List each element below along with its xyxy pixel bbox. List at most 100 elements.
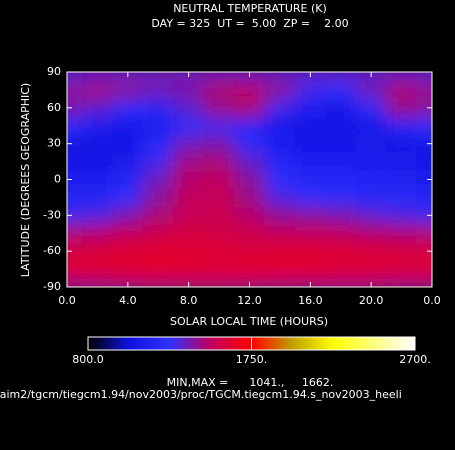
heat-cell bbox=[385, 116, 418, 136]
heat-cell bbox=[325, 98, 357, 118]
y-tick-label: -60 bbox=[43, 244, 61, 257]
heat-cell bbox=[264, 170, 296, 189]
heat-cell bbox=[325, 205, 357, 225]
heat-cell bbox=[385, 170, 418, 189]
x-tick-label: 8.0 bbox=[180, 294, 198, 307]
heat-cell bbox=[142, 170, 174, 189]
heat-cell bbox=[172, 98, 205, 118]
heat-cell bbox=[355, 116, 387, 136]
heat-cell bbox=[203, 259, 235, 279]
heat-cell bbox=[233, 187, 266, 207]
heat-cell bbox=[233, 98, 266, 118]
y-tick-label: -30 bbox=[43, 208, 61, 221]
chart-subtitle: DAY = 325 UT = 5.00 ZP = 2.00 bbox=[151, 17, 348, 30]
heat-cell bbox=[294, 259, 327, 279]
y-axis-label: LATITUDE (DEGREES GEOGRAPHIC) bbox=[19, 83, 32, 277]
heat-cell bbox=[325, 116, 357, 136]
heat-cell bbox=[233, 259, 266, 279]
heat-cell bbox=[142, 80, 174, 100]
heat-cell bbox=[81, 72, 114, 82]
heat-cell bbox=[67, 170, 83, 189]
colorbar-tick-label: 1750. bbox=[236, 353, 268, 366]
x-tick-label: 0.0 bbox=[423, 294, 441, 307]
heat-cell bbox=[112, 205, 144, 225]
heat-cell bbox=[81, 170, 114, 189]
heat-cell bbox=[264, 152, 296, 172]
heat-cell bbox=[172, 205, 205, 225]
heat-cell bbox=[355, 187, 387, 207]
heat-cell bbox=[233, 223, 266, 243]
x-tick-label: 4.0 bbox=[119, 294, 137, 307]
heat-cell bbox=[81, 80, 114, 100]
heat-cell bbox=[264, 259, 296, 279]
heat-cell bbox=[203, 152, 235, 172]
heat-cell bbox=[172, 80, 205, 100]
annotation: MIN,MAX = 1041., 1662. bbox=[167, 376, 334, 389]
heat-cell bbox=[203, 205, 235, 225]
heat-cell bbox=[355, 241, 387, 261]
heat-cell bbox=[264, 241, 296, 261]
heat-cell bbox=[142, 223, 174, 243]
heat-cell bbox=[172, 170, 205, 189]
heat-cell bbox=[416, 116, 432, 136]
heat-cell bbox=[142, 205, 174, 225]
heat-cell bbox=[67, 134, 83, 154]
heat-cell bbox=[172, 152, 205, 172]
heat-cell bbox=[112, 80, 144, 100]
heatmap-cells bbox=[67, 72, 432, 287]
x-tick-label: 20.0 bbox=[359, 294, 384, 307]
heat-cell bbox=[203, 134, 235, 154]
heat-cell bbox=[233, 241, 266, 261]
heat-cell bbox=[203, 170, 235, 189]
heat-cell bbox=[233, 134, 266, 154]
heat-cell bbox=[67, 241, 83, 261]
heat-cell bbox=[385, 72, 418, 82]
chart-title: NEUTRAL TEMPERATURE (K) bbox=[173, 2, 327, 15]
colorbar-tick-label: 2700. bbox=[399, 353, 431, 366]
heat-cell bbox=[264, 277, 296, 287]
heat-cell bbox=[385, 80, 418, 100]
heat-cell bbox=[325, 72, 357, 82]
heat-cell bbox=[355, 152, 387, 172]
colorbar-tick-label: 800.0 bbox=[72, 353, 104, 366]
heat-cell bbox=[112, 241, 144, 261]
heat-cell bbox=[203, 187, 235, 207]
heat-cell bbox=[355, 205, 387, 225]
heat-cell bbox=[294, 98, 327, 118]
heat-cell bbox=[416, 259, 432, 279]
heat-cell bbox=[233, 80, 266, 100]
heat-cell bbox=[264, 72, 296, 82]
heat-cell bbox=[416, 80, 432, 100]
heat-cell bbox=[67, 187, 83, 207]
heat-cell bbox=[385, 187, 418, 207]
heat-cell bbox=[172, 187, 205, 207]
heatmap bbox=[67, 72, 432, 287]
heat-cell bbox=[81, 277, 114, 287]
heat-cell bbox=[172, 241, 205, 261]
heat-cell bbox=[81, 259, 114, 279]
y-tick-label: 30 bbox=[47, 137, 61, 150]
heat-cell bbox=[142, 72, 174, 82]
heat-cell bbox=[416, 152, 432, 172]
heat-cell bbox=[416, 187, 432, 207]
heat-cell bbox=[142, 187, 174, 207]
heat-cell bbox=[172, 223, 205, 243]
heat-cell bbox=[264, 80, 296, 100]
heat-cell bbox=[233, 170, 266, 189]
heat-cell bbox=[294, 241, 327, 261]
heat-cell bbox=[142, 98, 174, 118]
footer-path: /aim2/tgcm/tiegcm1.94/nov2003/proc/TGCM.… bbox=[0, 388, 402, 401]
heat-cell bbox=[203, 277, 235, 287]
heat-cell bbox=[294, 152, 327, 172]
y-tick-label: 90 bbox=[47, 65, 61, 78]
heat-cell bbox=[172, 116, 205, 136]
heat-cell bbox=[112, 98, 144, 118]
heat-cell bbox=[355, 170, 387, 189]
heat-cell bbox=[203, 72, 235, 82]
heat-cell bbox=[264, 205, 296, 225]
heat-cell bbox=[172, 134, 205, 154]
heat-cell bbox=[294, 223, 327, 243]
heat-cell bbox=[264, 223, 296, 243]
heat-cell bbox=[67, 152, 83, 172]
heat-cell bbox=[355, 134, 387, 154]
